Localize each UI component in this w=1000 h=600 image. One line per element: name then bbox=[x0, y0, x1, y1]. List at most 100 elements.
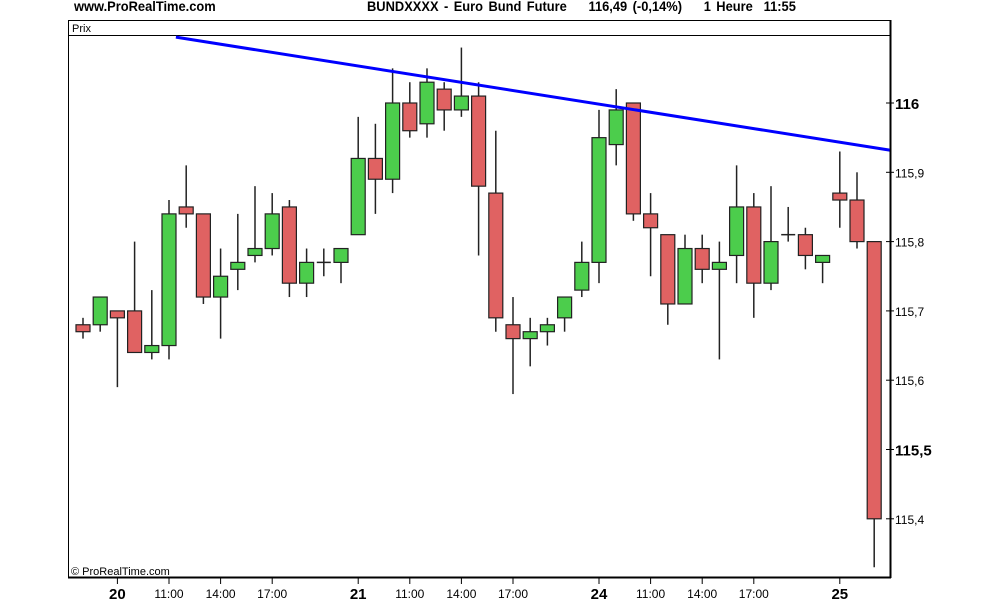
candle bbox=[316, 248, 331, 277]
candle bbox=[625, 102, 642, 221]
panel-label: Prix bbox=[72, 23, 91, 35]
candle bbox=[832, 151, 848, 228]
candle bbox=[574, 241, 590, 298]
candle bbox=[677, 234, 693, 305]
candle-body-up bbox=[230, 261, 246, 270]
candle-body-up bbox=[419, 81, 435, 125]
candle-body-down bbox=[471, 95, 487, 187]
x-tick-label: 25 bbox=[831, 586, 848, 600]
candle-body-down bbox=[488, 192, 504, 319]
candle bbox=[471, 82, 487, 256]
candle bbox=[488, 130, 504, 332]
candle bbox=[213, 248, 229, 339]
candle bbox=[711, 241, 728, 360]
copyright-label: © ProRealTime.com bbox=[71, 566, 170, 578]
site-name[interactable]: www.ProRealTime.com bbox=[74, 0, 216, 14]
candle-body-up bbox=[556, 296, 573, 319]
candle bbox=[849, 172, 865, 249]
candle-body-down bbox=[832, 192, 848, 201]
candle-body-up bbox=[333, 247, 349, 263]
candle-body-down bbox=[625, 102, 642, 215]
candle-body-down bbox=[75, 324, 91, 333]
candle-body-up bbox=[711, 261, 728, 270]
candle-body-down bbox=[402, 102, 418, 132]
timeframe: 1 Heure bbox=[703, 0, 753, 14]
candle bbox=[109, 310, 126, 388]
y-tick-label: 115,4 bbox=[895, 513, 924, 527]
candle-body-down bbox=[436, 88, 452, 111]
candle bbox=[385, 68, 401, 194]
x-axis-ticks: 20 11:00 14:00 17:00 21 11:00 14:00 17:00 24 11:0… bbox=[109, 578, 848, 600]
candle bbox=[694, 234, 710, 284]
candle-body-up bbox=[522, 331, 538, 340]
trendline[interactable] bbox=[175, 35, 890, 152]
candle bbox=[178, 165, 194, 228]
x-tick-label: 17:00 bbox=[257, 587, 287, 600]
candle-body-up bbox=[539, 324, 556, 333]
candle-body-down bbox=[849, 199, 865, 243]
candle bbox=[591, 109, 607, 284]
candle bbox=[763, 186, 779, 291]
candle bbox=[814, 254, 831, 284]
x-tick-label: 17:00 bbox=[498, 587, 528, 600]
candle bbox=[608, 89, 624, 166]
y-tick-label: 115,6 bbox=[895, 374, 924, 388]
x-tick-label: 11:00 bbox=[636, 587, 665, 600]
x-tick-label: 11:00 bbox=[154, 587, 183, 600]
candle-body-up bbox=[144, 344, 160, 354]
candle-body-down bbox=[126, 310, 143, 354]
candle bbox=[866, 241, 882, 568]
candle-body-up bbox=[385, 102, 401, 180]
candle bbox=[126, 241, 143, 354]
candle bbox=[333, 247, 349, 284]
candle bbox=[350, 116, 366, 236]
candle-body-up bbox=[161, 213, 177, 347]
candle-body-up bbox=[574, 261, 590, 291]
candle bbox=[436, 82, 452, 131]
last-time: 11:55 bbox=[763, 0, 796, 14]
candle-body-up bbox=[92, 296, 108, 326]
chart-title: BUNDXXXX - Euro Bund Future 116,49 (-0,1… bbox=[367, 0, 796, 14]
y-tick-label: 115,5 bbox=[895, 443, 932, 460]
candle bbox=[728, 165, 745, 284]
candle bbox=[402, 82, 418, 138]
candle bbox=[556, 296, 573, 332]
candle-body-down bbox=[505, 324, 521, 340]
candle bbox=[92, 296, 108, 332]
x-tick-label: 17:00 bbox=[739, 587, 769, 600]
candle-body-down bbox=[866, 241, 882, 520]
candle bbox=[299, 248, 315, 298]
candle-body-down bbox=[281, 206, 297, 284]
y-tick-label: 116 bbox=[895, 96, 919, 113]
x-tick-label: 14:00 bbox=[206, 587, 236, 600]
x-tick-label: 14:00 bbox=[446, 587, 476, 600]
y-axis-ticks: 116 115,9 115,8 115,7 115,6 115,5 115,4 bbox=[886, 96, 932, 527]
candle-body-down bbox=[797, 234, 814, 257]
candle bbox=[797, 227, 814, 270]
y-tick-label: 115,7 bbox=[895, 305, 924, 319]
candle-body-down bbox=[642, 213, 659, 229]
candle-body-up bbox=[728, 206, 745, 257]
candle bbox=[539, 317, 556, 346]
candle bbox=[419, 68, 435, 138]
candle-body-up bbox=[264, 213, 280, 250]
candle bbox=[247, 186, 263, 263]
candle bbox=[367, 123, 383, 214]
candle bbox=[505, 297, 521, 395]
candle-body-down bbox=[660, 234, 676, 305]
candle bbox=[281, 200, 297, 298]
candle bbox=[144, 290, 160, 360]
candle bbox=[746, 193, 762, 318]
x-tick-label: 21 bbox=[350, 586, 367, 600]
candle bbox=[781, 206, 796, 242]
candle bbox=[522, 317, 538, 367]
candle-body-up bbox=[677, 247, 693, 305]
candle-body-up bbox=[814, 254, 831, 263]
x-tick-label: 20 bbox=[109, 586, 126, 600]
candle bbox=[75, 317, 91, 339]
candle-body-down bbox=[746, 206, 762, 284]
last-price: 116,49 (-0,14%) bbox=[588, 0, 683, 14]
candle-body-down bbox=[195, 213, 211, 298]
candle bbox=[642, 193, 659, 277]
